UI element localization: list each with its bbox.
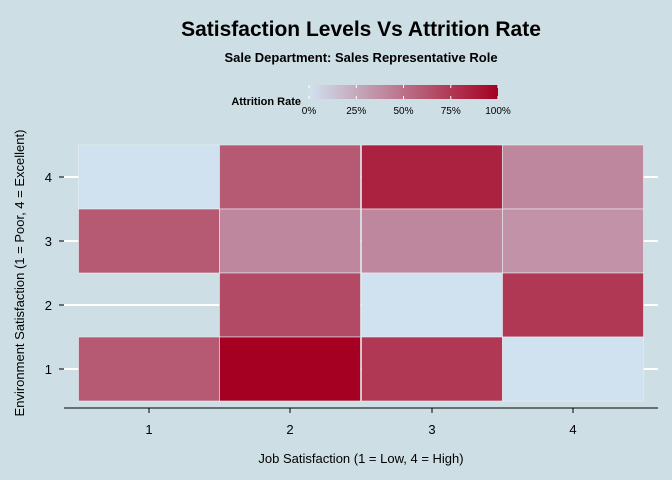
legend-colorbar <box>309 85 498 99</box>
heatmap-cell-3-2 <box>361 272 503 338</box>
heatmap-cell-4-1 <box>502 336 644 402</box>
heatmap-cell-3-4 <box>361 144 503 210</box>
heatmap-cell-2-1 <box>219 336 361 402</box>
heatmap-cell-3-3 <box>361 208 503 274</box>
y-axis-ticks: 1 2 3 4 <box>45 170 64 377</box>
heatmap-cell-4-2 <box>502 272 644 338</box>
y-tick-label: 1 <box>45 362 52 377</box>
heatmap-cell-3-1 <box>361 336 503 402</box>
legend-tick-label: 25% <box>346 106 366 117</box>
legend-tick-label: 100% <box>485 106 511 117</box>
heatmap-cell-2-4 <box>219 144 361 210</box>
heatmap-cell-1-4 <box>78 144 220 210</box>
chart-subtitle: Sale Department: Sales Representative Ro… <box>224 50 497 65</box>
legend-ticks: 0% 25% 50% 75% 100% <box>302 85 511 117</box>
x-tick-label: 2 <box>286 422 293 437</box>
y-axis-title: Environment Satisfaction (1 = Poor, 4 = … <box>12 130 27 417</box>
heatmap-cells <box>78 144 644 402</box>
y-tick-label: 2 <box>45 298 52 313</box>
x-axis-title: Job Satisfaction (1 = Low, 4 = High) <box>258 451 463 466</box>
y-tick-label: 3 <box>45 234 52 249</box>
x-tick-label: 3 <box>428 422 435 437</box>
heatmap-cell-4-3 <box>502 208 644 274</box>
y-tick-label: 4 <box>45 170 52 185</box>
heatmap-cell-2-3 <box>219 208 361 274</box>
legend-title: Attrition Rate <box>231 96 301 108</box>
x-axis-ticks: 1 2 3 4 <box>145 408 577 437</box>
chart-title: Satisfaction Levels Vs Attrition Rate <box>181 18 541 41</box>
legend-tick-label: 50% <box>393 106 413 117</box>
heatmap-cell-2-2 <box>219 272 361 338</box>
heatmap-cell-1-3 <box>78 208 220 274</box>
x-tick-label: 4 <box>569 422 576 437</box>
legend: Attrition Rate 0% 25% 50% 75% 100% <box>231 85 511 117</box>
x-tick-label: 1 <box>145 422 152 437</box>
heatmap-cell-1-1 <box>78 336 220 402</box>
legend-tick-label: 0% <box>302 106 317 117</box>
heatmap-cell-4-4 <box>502 144 644 210</box>
legend-tick-label: 75% <box>441 106 461 117</box>
